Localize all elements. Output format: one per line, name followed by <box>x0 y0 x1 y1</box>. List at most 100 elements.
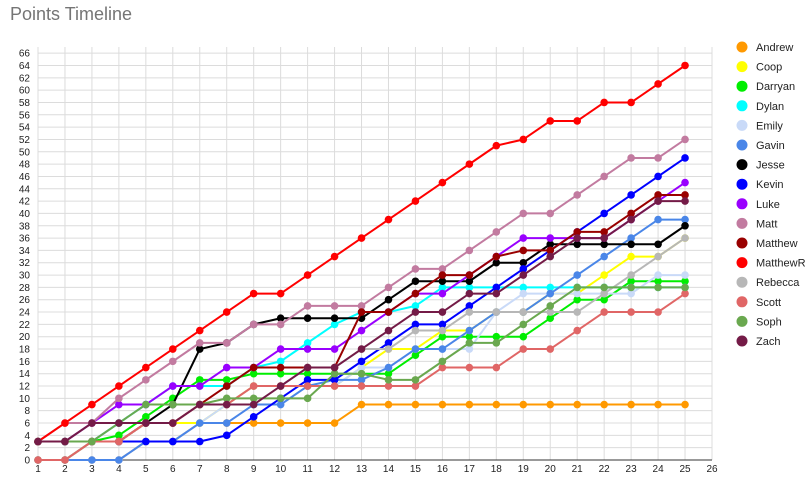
data-point-matthew <box>654 191 662 199</box>
data-point-matthewr <box>546 117 555 125</box>
x-tick-label: 14 <box>383 464 395 475</box>
y-tick-label: 6 <box>24 419 30 430</box>
data-point-matthewr <box>438 178 447 187</box>
data-point-andrew <box>573 400 581 409</box>
data-point-darryan <box>276 369 285 378</box>
data-point-scott <box>384 382 393 390</box>
data-point-zach <box>384 326 393 335</box>
y-tick-label: 18 <box>19 345 31 356</box>
data-point-jesse <box>681 221 689 230</box>
x-tick-label: 5 <box>143 464 149 475</box>
legend-marker-zach <box>736 335 748 347</box>
data-point-darryan <box>115 431 123 440</box>
y-tick-label: 4 <box>24 431 30 442</box>
data-point-matthewr <box>169 345 177 353</box>
data-point-gavin <box>573 271 581 279</box>
data-point-dylan <box>465 283 474 292</box>
data-point-dylan <box>519 283 528 292</box>
data-point-luke <box>519 234 528 242</box>
series-layer <box>34 61 689 464</box>
legend-marker-darryan <box>736 80 748 92</box>
data-point-soph <box>411 376 420 384</box>
y-tick-label: 42 <box>19 197 31 208</box>
y-tick-label: 12 <box>19 382 31 393</box>
y-tick-label: 54 <box>19 123 31 134</box>
data-point-scott <box>303 382 312 390</box>
x-tick-label: 11 <box>302 464 313 475</box>
data-point-soph <box>438 357 447 366</box>
y-tick-label: 28 <box>19 283 31 294</box>
data-point-jesse <box>492 258 501 267</box>
data-point-zach <box>627 215 635 224</box>
legend-label-dylan: Dylan <box>756 101 784 113</box>
x-tick-label: 16 <box>437 464 449 475</box>
x-tick-label: 1 <box>35 464 41 475</box>
data-point-kevin <box>600 209 608 218</box>
data-point-luke <box>222 363 231 372</box>
data-point-soph <box>249 394 258 403</box>
data-point-matthewr <box>681 61 689 70</box>
legend-label-emily: Emily <box>756 120 783 132</box>
x-tick-label: 17 <box>464 464 476 475</box>
data-point-zach <box>169 419 177 427</box>
data-point-matt <box>195 339 204 347</box>
legend-label-andrew: Andrew <box>756 42 793 54</box>
data-point-dylan <box>411 302 420 310</box>
legend-marker-dylan <box>736 100 748 112</box>
data-point-gavin <box>195 419 204 427</box>
data-point-matthewr <box>600 98 608 107</box>
data-point-soph <box>681 283 689 292</box>
legend-item-rebecca: Rebecca <box>736 276 800 289</box>
data-point-gavin <box>600 252 608 261</box>
data-point-andrew <box>384 400 393 409</box>
data-point-gavin <box>681 215 689 224</box>
data-point-kevin <box>222 431 231 440</box>
data-point-andrew <box>357 400 366 409</box>
data-point-matthewr <box>384 215 393 224</box>
data-point-matthew <box>411 289 420 298</box>
x-tick-label: 9 <box>251 464 257 475</box>
data-point-matt <box>438 265 447 273</box>
data-point-gavin <box>411 345 420 353</box>
y-tick-label: 58 <box>19 98 31 109</box>
data-point-soph <box>546 302 555 310</box>
y-tick-label: 0 <box>24 456 30 467</box>
data-point-soph <box>357 369 366 378</box>
data-point-andrew <box>519 400 528 409</box>
y-tick-label: 32 <box>19 258 31 269</box>
data-point-andrew <box>465 400 474 409</box>
x-tick-label: 18 <box>491 464 503 475</box>
x-tick-label: 22 <box>599 464 611 475</box>
data-point-rebecca <box>681 234 689 242</box>
data-point-dylan <box>330 320 339 329</box>
data-point-dylan <box>546 283 555 292</box>
x-tick-label: 7 <box>197 464 203 475</box>
data-point-darryan <box>519 332 528 341</box>
data-point-matt <box>222 339 231 347</box>
data-point-jesse <box>573 240 581 249</box>
data-point-matthewr <box>88 400 96 409</box>
data-point-darryan <box>142 413 150 421</box>
data-point-gavin <box>546 289 555 298</box>
x-tick-label: 25 <box>679 464 691 475</box>
data-point-matthewr <box>465 160 474 168</box>
data-point-luke <box>546 234 555 242</box>
data-point-matt <box>330 302 339 310</box>
legend-item-gavin: Gavin <box>736 139 785 152</box>
data-point-luke <box>195 382 204 390</box>
data-point-matthew <box>627 209 635 218</box>
data-point-dylan <box>303 339 312 347</box>
data-point-rebecca <box>600 289 608 298</box>
data-point-rebecca <box>438 326 447 335</box>
legend-label-soph: Soph <box>756 316 782 328</box>
chart-title: Points Timeline <box>10 4 133 24</box>
legend-item-luke: Luke <box>736 198 780 211</box>
x-tick-label: 6 <box>170 464 176 475</box>
data-point-zach <box>222 400 231 409</box>
data-point-matthew <box>222 382 231 390</box>
data-point-dylan <box>276 357 285 366</box>
data-point-matthew <box>276 363 285 372</box>
data-point-zach <box>142 419 150 427</box>
y-tick-label: 44 <box>19 184 31 195</box>
data-point-soph <box>142 400 150 409</box>
